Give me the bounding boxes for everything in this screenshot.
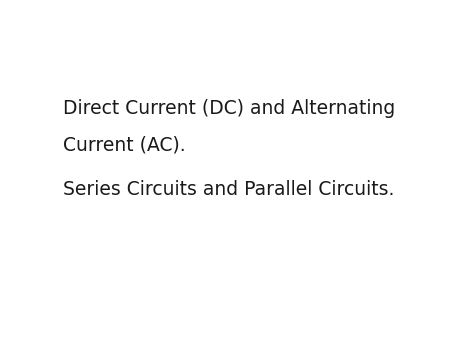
- Text: Series Circuits and Parallel Circuits.: Series Circuits and Parallel Circuits.: [63, 180, 394, 199]
- Text: Direct Current (DC) and Alternating: Direct Current (DC) and Alternating: [63, 99, 395, 118]
- Text: Current (AC).: Current (AC).: [63, 136, 185, 155]
